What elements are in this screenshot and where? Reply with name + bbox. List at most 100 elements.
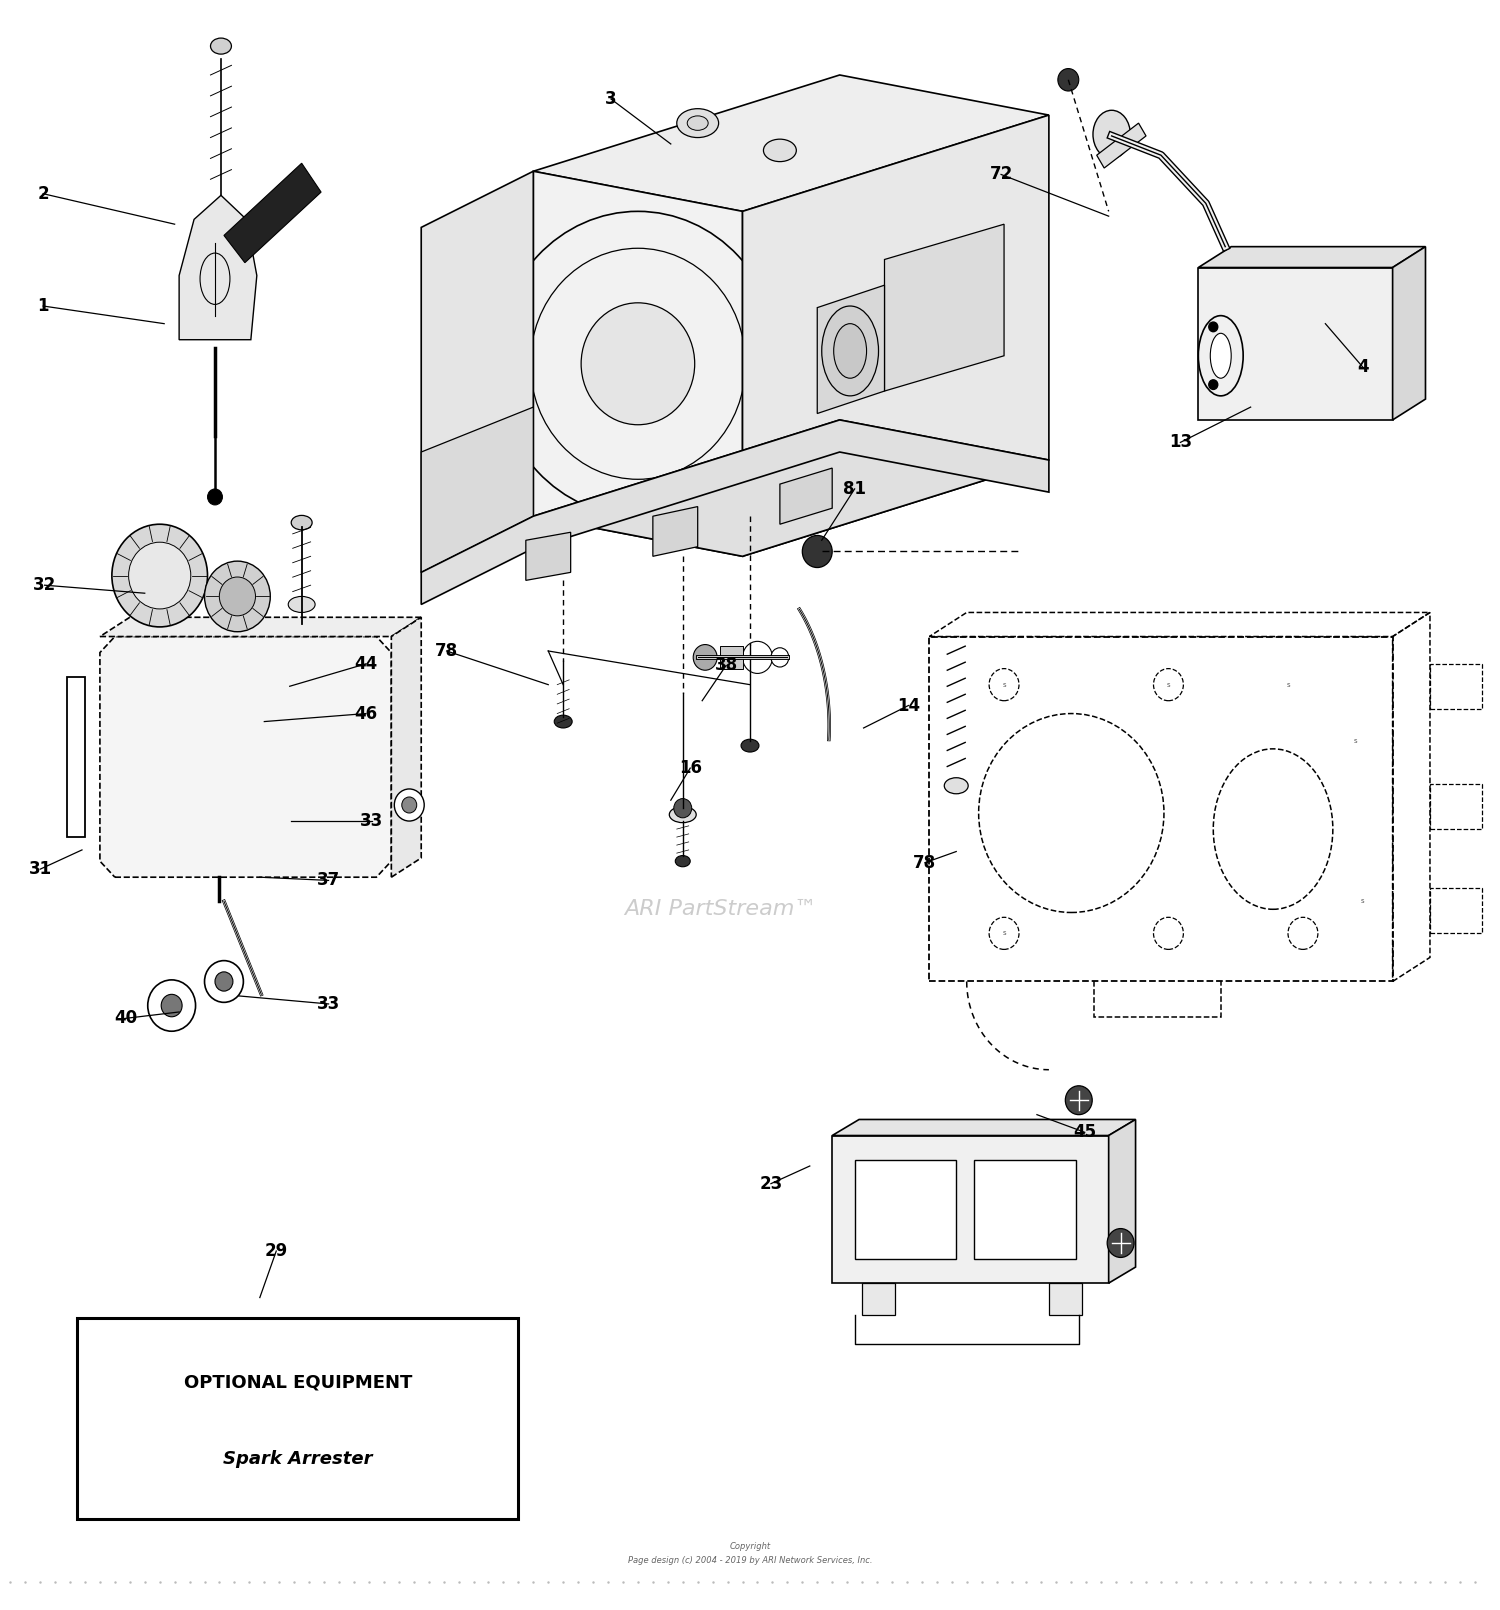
Polygon shape xyxy=(862,1283,895,1315)
Polygon shape xyxy=(178,195,256,340)
Circle shape xyxy=(214,972,232,992)
Text: s: s xyxy=(1167,681,1170,687)
Text: 81: 81 xyxy=(843,480,866,497)
Text: s: s xyxy=(1002,681,1007,687)
Circle shape xyxy=(160,995,182,1018)
Circle shape xyxy=(580,303,694,425)
Circle shape xyxy=(394,789,424,821)
Text: 46: 46 xyxy=(354,705,378,723)
Ellipse shape xyxy=(687,116,708,130)
Text: 38: 38 xyxy=(714,657,738,675)
Text: 40: 40 xyxy=(114,1009,136,1027)
Text: s: s xyxy=(1286,681,1290,687)
Text: 72: 72 xyxy=(990,166,1012,184)
Circle shape xyxy=(204,961,243,1003)
Ellipse shape xyxy=(1210,333,1231,378)
Circle shape xyxy=(147,980,195,1032)
Polygon shape xyxy=(833,1119,1136,1135)
Circle shape xyxy=(1209,322,1218,332)
Circle shape xyxy=(207,489,222,506)
Text: 32: 32 xyxy=(33,576,56,594)
Polygon shape xyxy=(652,507,698,557)
Circle shape xyxy=(693,644,717,670)
Circle shape xyxy=(802,536,832,568)
Polygon shape xyxy=(1048,1283,1082,1315)
Ellipse shape xyxy=(945,778,968,794)
Polygon shape xyxy=(224,163,321,262)
Circle shape xyxy=(1058,69,1078,92)
Bar xyxy=(974,1159,1076,1259)
Polygon shape xyxy=(100,617,422,636)
Text: 31: 31 xyxy=(28,860,51,877)
Circle shape xyxy=(112,525,207,626)
Polygon shape xyxy=(885,224,1004,391)
Polygon shape xyxy=(100,636,392,877)
Bar xyxy=(1430,784,1482,829)
Circle shape xyxy=(1209,380,1218,390)
Polygon shape xyxy=(742,114,1048,557)
Ellipse shape xyxy=(675,855,690,866)
Polygon shape xyxy=(534,171,742,557)
Text: 78: 78 xyxy=(435,642,457,660)
Circle shape xyxy=(771,647,789,667)
Bar xyxy=(855,1159,956,1259)
Text: 33: 33 xyxy=(316,995,340,1013)
Polygon shape xyxy=(392,617,422,877)
Text: 4: 4 xyxy=(1358,357,1368,377)
Text: 2: 2 xyxy=(38,185,50,203)
Text: 1: 1 xyxy=(38,296,50,316)
Circle shape xyxy=(129,543,190,609)
Text: OPTIONAL EQUIPMENT: OPTIONAL EQUIPMENT xyxy=(183,1373,412,1391)
Bar xyxy=(78,1319,519,1518)
Text: 23: 23 xyxy=(759,1175,783,1193)
Text: 29: 29 xyxy=(264,1241,288,1261)
Text: s: s xyxy=(1353,737,1358,744)
Polygon shape xyxy=(780,469,832,525)
Text: 3: 3 xyxy=(604,90,616,108)
Ellipse shape xyxy=(288,596,315,612)
Text: s: s xyxy=(1360,898,1365,905)
Ellipse shape xyxy=(822,306,879,396)
Text: 78: 78 xyxy=(914,853,936,871)
Polygon shape xyxy=(534,420,1048,557)
Ellipse shape xyxy=(741,739,759,752)
Text: 37: 37 xyxy=(316,871,340,889)
Ellipse shape xyxy=(210,39,231,55)
Polygon shape xyxy=(1108,1119,1136,1283)
Circle shape xyxy=(742,641,772,673)
Polygon shape xyxy=(1198,267,1392,420)
Bar xyxy=(1430,889,1482,934)
Bar xyxy=(720,646,742,668)
Polygon shape xyxy=(422,407,534,573)
Polygon shape xyxy=(526,533,570,580)
Polygon shape xyxy=(422,420,1048,604)
Ellipse shape xyxy=(834,324,867,378)
Text: Copyright: Copyright xyxy=(729,1542,771,1550)
Ellipse shape xyxy=(669,807,696,823)
Text: Page design (c) 2004 - 2019 by ARI Network Services, Inc.: Page design (c) 2004 - 2019 by ARI Netwo… xyxy=(627,1557,873,1565)
Polygon shape xyxy=(422,171,534,573)
Text: 33: 33 xyxy=(360,811,384,831)
Text: ARI PartStream™: ARI PartStream™ xyxy=(624,900,816,919)
Text: 13: 13 xyxy=(1168,433,1192,451)
Ellipse shape xyxy=(676,108,718,137)
Ellipse shape xyxy=(1094,109,1131,158)
Circle shape xyxy=(1065,1085,1092,1114)
Text: s: s xyxy=(1002,931,1007,937)
Polygon shape xyxy=(1392,246,1425,420)
Polygon shape xyxy=(1096,122,1146,167)
Text: Spark Arrester: Spark Arrester xyxy=(224,1451,372,1468)
Circle shape xyxy=(402,797,417,813)
Text: 45: 45 xyxy=(1072,1124,1096,1141)
Text: 16: 16 xyxy=(678,758,702,778)
Ellipse shape xyxy=(1198,316,1243,396)
Polygon shape xyxy=(818,285,885,414)
Polygon shape xyxy=(534,76,1048,211)
Circle shape xyxy=(219,576,255,617)
Ellipse shape xyxy=(291,515,312,530)
Text: 14: 14 xyxy=(897,697,920,715)
Circle shape xyxy=(204,562,270,631)
Ellipse shape xyxy=(764,138,796,161)
Circle shape xyxy=(674,799,692,818)
Bar xyxy=(1430,663,1482,708)
